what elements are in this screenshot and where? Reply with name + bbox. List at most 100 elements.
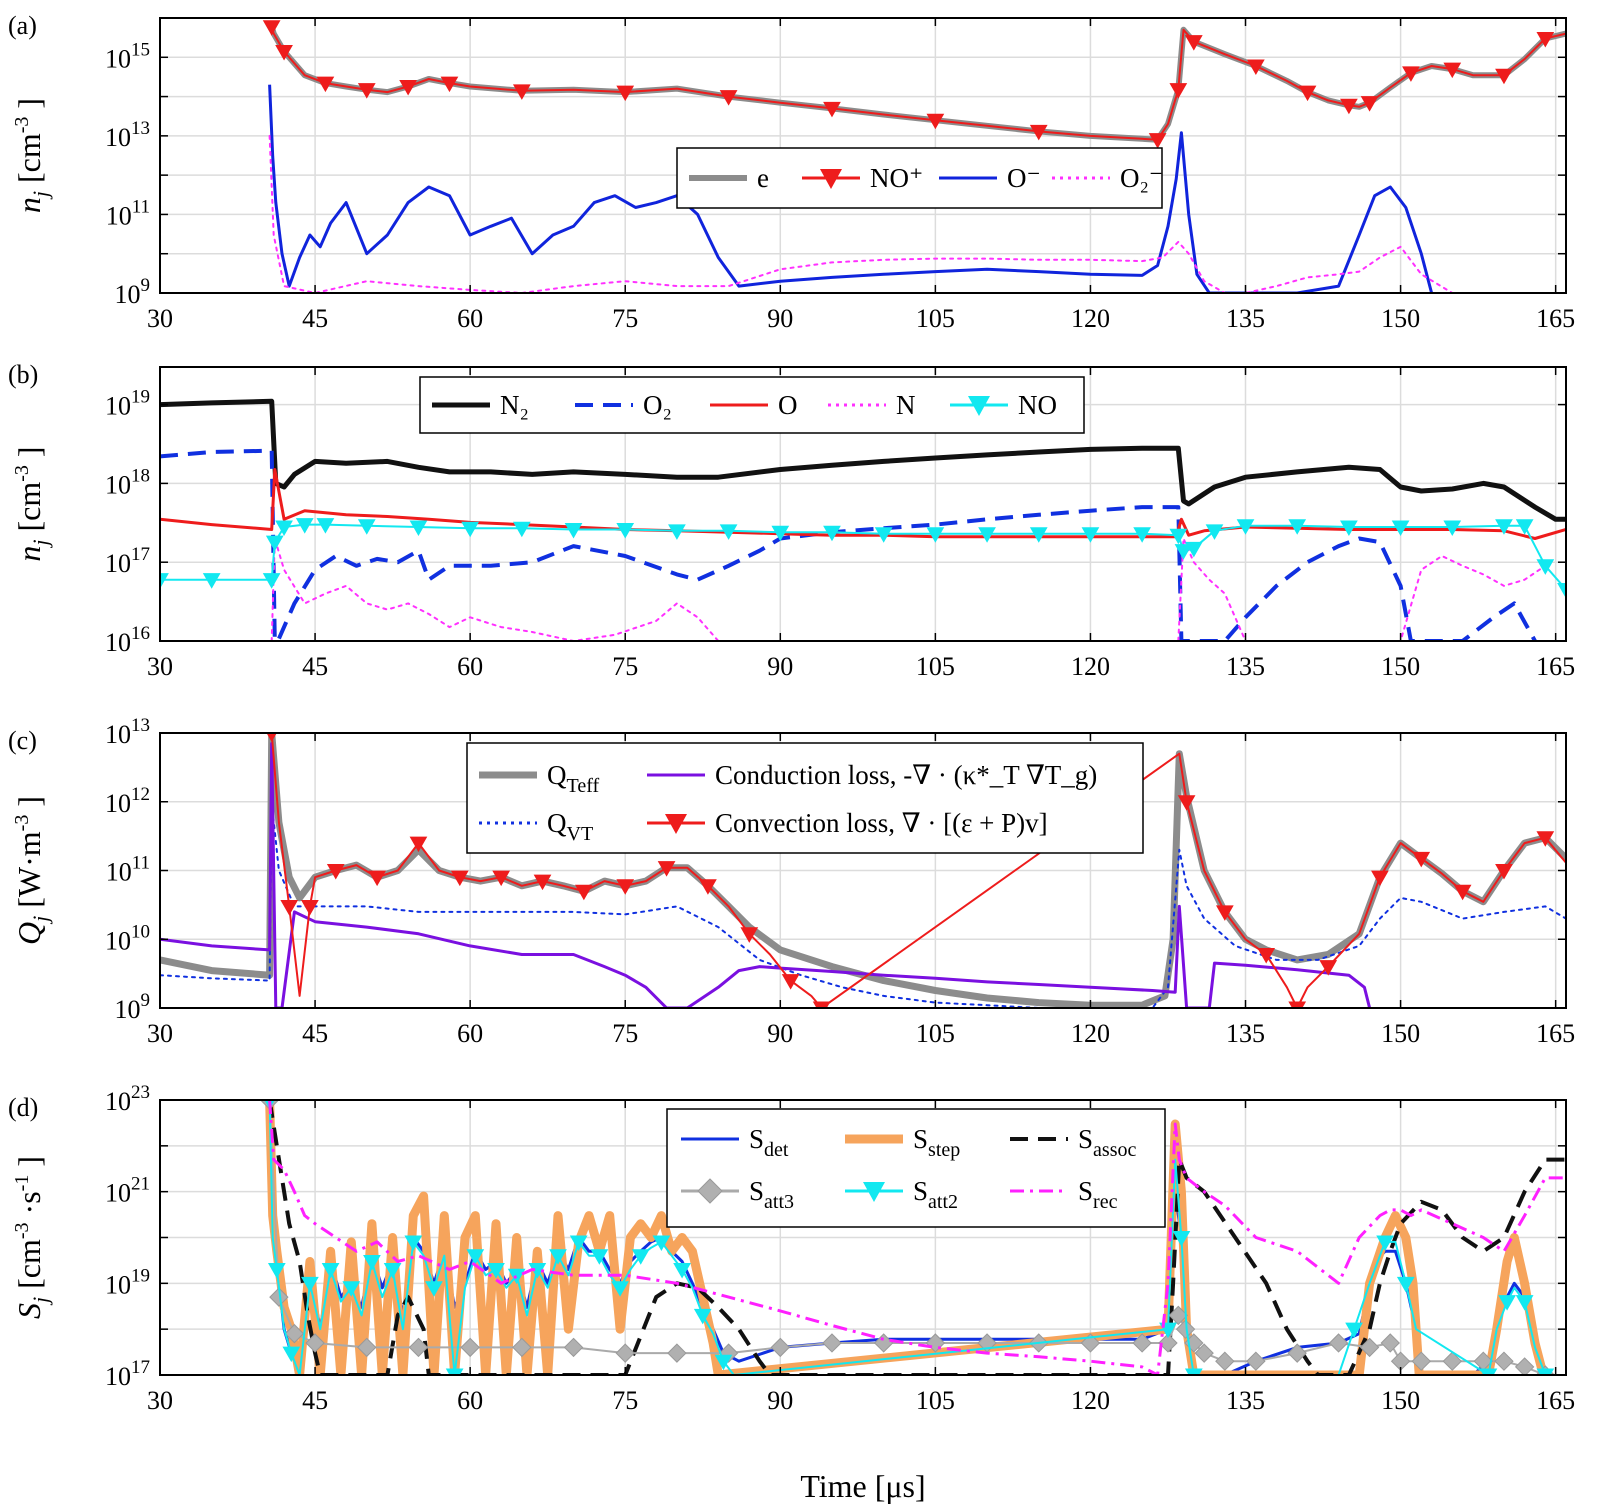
y-tick-label: 109 xyxy=(115,990,151,1024)
panel-label: (a) xyxy=(8,11,37,40)
series-marker xyxy=(1495,864,1513,880)
series-marker xyxy=(1328,1333,1349,1353)
series-marker xyxy=(615,1343,635,1363)
series-marker xyxy=(1194,1343,1214,1363)
x-tick-label: 135 xyxy=(1226,304,1265,333)
series-marker xyxy=(280,899,299,916)
series-line-3-5 xyxy=(268,1100,1566,1375)
series-marker xyxy=(265,535,284,552)
series-marker xyxy=(693,1308,712,1325)
x-tick-label: 150 xyxy=(1381,304,1420,333)
series-marker xyxy=(575,884,593,901)
series-marker xyxy=(1177,795,1196,811)
series-marker xyxy=(1175,1319,1196,1339)
series-marker xyxy=(1536,831,1555,847)
legend-label-2: O xyxy=(778,390,798,420)
series-marker xyxy=(316,76,335,93)
y-tick-label: 1012 xyxy=(105,784,150,818)
series-marker xyxy=(1288,519,1307,535)
y-ticks: 109 1011 1013 1015 xyxy=(105,17,1566,309)
series-marker xyxy=(1184,35,1203,51)
panel-d: 30 45 60 75 90 105 120 135 150 165 1017 1019 1021 102… xyxy=(8,1082,1575,1415)
x-axis-label: Time [μs] xyxy=(800,1468,925,1504)
series-marker xyxy=(275,45,293,61)
series-marker xyxy=(295,518,314,534)
x-ticks: 30 45 60 75 90 105 120 135 150 165 xyxy=(147,18,1575,333)
y-tick-label: 1019 xyxy=(105,1265,150,1299)
x-tick-label: 105 xyxy=(916,1386,955,1415)
legend-label-0: QTeff xyxy=(547,760,599,797)
series-marker xyxy=(1498,1295,1516,1311)
legend-box xyxy=(676,147,1163,209)
series-marker xyxy=(616,85,635,102)
series-marker xyxy=(978,527,996,543)
series-marker xyxy=(1514,1357,1535,1375)
series-marker xyxy=(1319,960,1338,976)
x-tick-label: 30 xyxy=(147,1386,173,1415)
series-marker xyxy=(1169,528,1188,545)
series-marker xyxy=(1412,851,1431,868)
legend-item-4-marker xyxy=(968,396,990,416)
series-marker xyxy=(1158,1333,1178,1353)
y-tick-label: 109 xyxy=(115,275,151,309)
series-marker xyxy=(533,874,552,891)
series-line-1-0 xyxy=(160,398,1566,522)
panel-label: (c) xyxy=(8,726,37,755)
y-tick-label: 1017 xyxy=(105,544,150,578)
series-marker xyxy=(425,1281,443,1297)
series-marker xyxy=(316,518,335,534)
series-marker xyxy=(1557,583,1566,599)
series-marker xyxy=(363,1254,381,1271)
series-marker xyxy=(771,525,790,542)
series-marker xyxy=(321,1263,340,1279)
y-tick-label: 1021 xyxy=(105,1174,150,1208)
series-marker xyxy=(926,113,945,130)
x-tick-label: 135 xyxy=(1226,1386,1265,1415)
series-marker xyxy=(699,879,717,895)
series-marker xyxy=(1184,541,1203,558)
series-marker xyxy=(326,864,345,880)
x-tick-label: 30 xyxy=(147,304,173,333)
series-marker xyxy=(461,521,480,538)
x-tick-label: 120 xyxy=(1071,1019,1110,1048)
y-tick-label: 1017 xyxy=(105,1357,150,1391)
series-marker xyxy=(714,1354,733,1371)
series-marker xyxy=(445,1368,464,1375)
series-marker xyxy=(357,519,376,535)
x-tick-label: 120 xyxy=(1071,652,1110,681)
series-marker xyxy=(1340,520,1358,536)
x-tick-label: 165 xyxy=(1536,1386,1575,1415)
series-marker xyxy=(284,1323,305,1344)
x-tick-label: 60 xyxy=(457,1019,483,1048)
series-line-2-3 xyxy=(270,733,1566,1008)
legend-label-2: Sassoc xyxy=(1078,1124,1136,1161)
series-marker xyxy=(408,1337,429,1358)
x-tick-label: 105 xyxy=(916,1019,955,1048)
series-marker xyxy=(1479,1368,1498,1375)
series-line-3-2 xyxy=(267,1100,1566,1375)
series-marker xyxy=(1184,1368,1203,1375)
x-tick-label: 90 xyxy=(767,1386,793,1415)
legend-box xyxy=(466,742,1144,854)
legend-label-0: e xyxy=(757,163,769,193)
series-marker xyxy=(409,836,428,853)
y-tick-label: 1011 xyxy=(106,196,150,230)
panel-a: 30 45 60 75 90 105 120 135 150 165 109 1011 1013 1015… xyxy=(8,11,1575,333)
series-marker xyxy=(563,1337,584,1358)
y-ticks: 1017 1019 1021 1023 xyxy=(105,1082,1566,1391)
series-line-2-1 xyxy=(160,800,1566,1008)
series-marker xyxy=(440,76,459,93)
series-marker xyxy=(1495,68,1513,85)
x-tick-label: 165 xyxy=(1536,652,1575,681)
legend: Sdet Sstep Sassoc Satt3 Satt2 Srec xyxy=(666,1108,1166,1228)
y-axis-label: nj [cm-3 ] xyxy=(11,446,53,561)
legend-label-0: Sdet xyxy=(749,1124,789,1161)
x-tick-label: 90 xyxy=(767,652,793,681)
y-tick-label: 1011 xyxy=(106,853,150,887)
legend-label-1: O₂ xyxy=(643,390,672,420)
series-marker xyxy=(611,1281,629,1297)
y-tick-label: 1010 xyxy=(105,921,150,955)
x-tick-label: 105 xyxy=(916,304,955,333)
series-marker xyxy=(1288,1001,1307,1008)
legend-label-5: Srec xyxy=(1078,1176,1118,1213)
